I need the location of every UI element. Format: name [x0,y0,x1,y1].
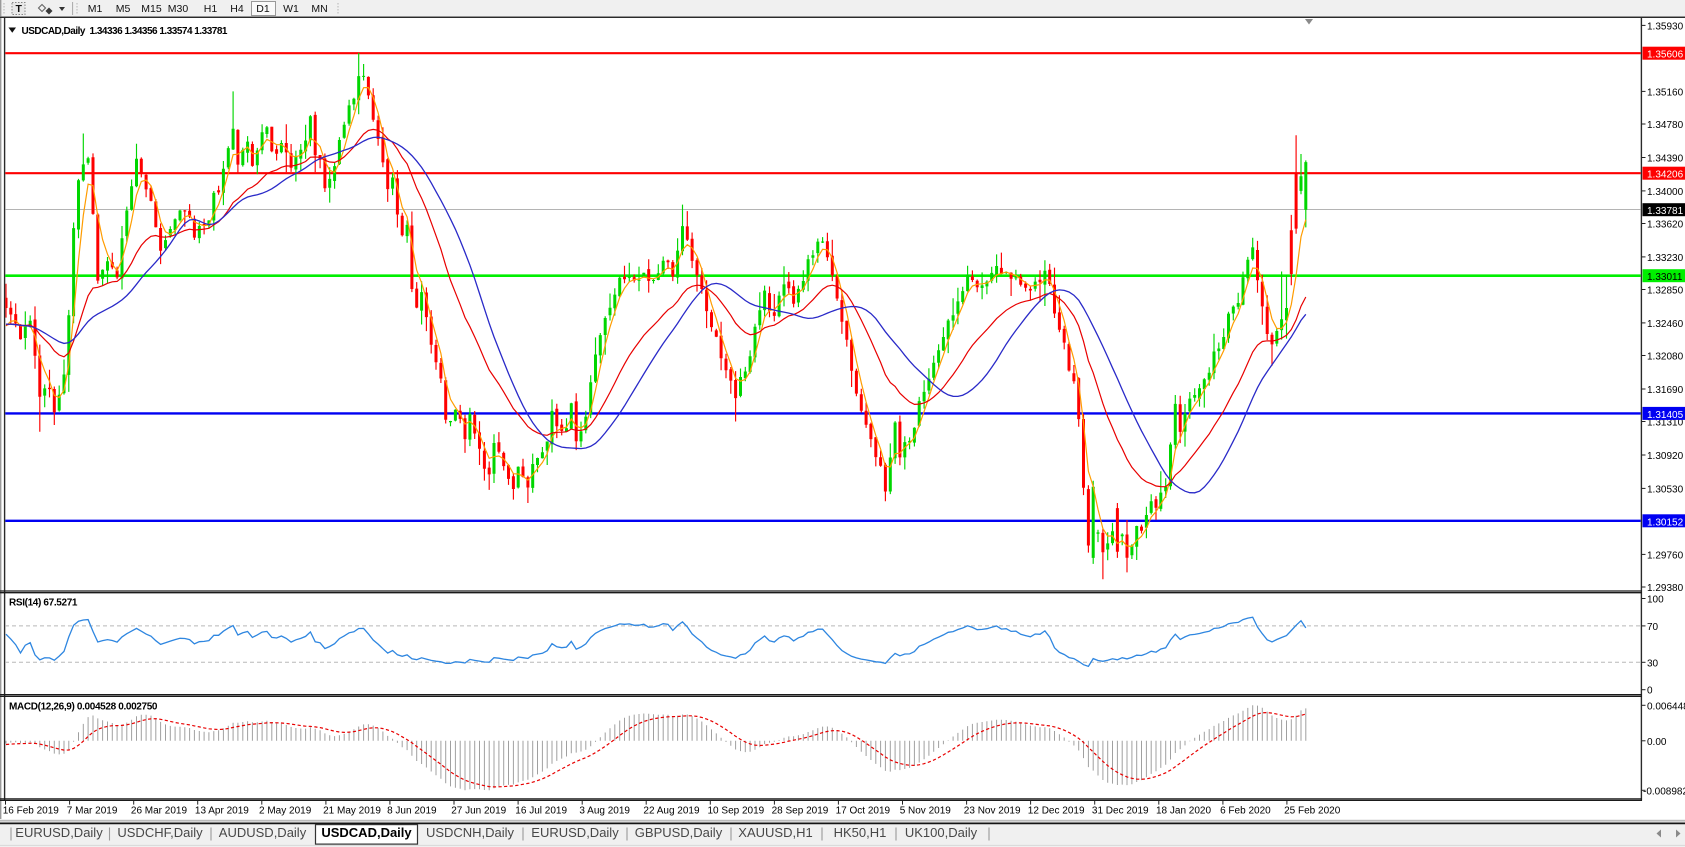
svg-text:-0.008982: -0.008982 [1643,786,1685,797]
svg-text:25 Feb 2020: 25 Feb 2020 [1284,806,1341,817]
svg-text:D1: D1 [256,3,270,15]
svg-text:22 Aug 2019: 22 Aug 2019 [643,806,700,817]
svg-text:12 Dec 2019: 12 Dec 2019 [1028,806,1085,817]
svg-text:0.006448: 0.006448 [1647,701,1685,712]
svg-text:M30: M30 [168,3,189,15]
svg-text:1.35930: 1.35930 [1647,21,1684,32]
svg-text:21 May 2019: 21 May 2019 [323,806,381,817]
svg-text:T: T [16,3,23,15]
svg-text:M15: M15 [141,3,162,15]
svg-text:EURUSD,Daily: EURUSD,Daily [531,825,619,840]
svg-text:1.34390: 1.34390 [1647,154,1684,165]
svg-text:XAUUSD,H1: XAUUSD,H1 [738,825,812,840]
svg-text:28 Sep 2019: 28 Sep 2019 [772,806,829,817]
svg-text:70: 70 [1647,622,1659,633]
svg-text:17 Oct 2019: 17 Oct 2019 [836,806,891,817]
svg-text:100: 100 [1647,595,1664,606]
svg-text:1.33011: 1.33011 [1647,272,1683,283]
svg-text:13 Apr 2019: 13 Apr 2019 [195,806,249,817]
svg-text:USDCNH,Daily: USDCNH,Daily [426,825,515,840]
svg-text:1.31310: 1.31310 [1647,418,1684,429]
svg-text:HK50,H1: HK50,H1 [834,825,887,840]
svg-text:0.00: 0.00 [1647,737,1667,748]
svg-text:MN: MN [311,3,327,15]
svg-text:RSI(14) 67.5271: RSI(14) 67.5271 [9,598,78,609]
svg-text:1.31405: 1.31405 [1647,410,1684,421]
svg-text:1.34206: 1.34206 [1647,170,1684,181]
svg-text:8 Jun 2019: 8 Jun 2019 [387,806,437,817]
svg-text:5 Nov 2019: 5 Nov 2019 [900,806,952,817]
svg-text:1.32080: 1.32080 [1647,352,1684,363]
svg-text:1.32850: 1.32850 [1647,286,1684,297]
svg-text:30: 30 [1647,658,1659,669]
svg-text:M1: M1 [88,3,103,15]
svg-text:EURUSD,Daily: EURUSD,Daily [15,825,103,840]
svg-text:1.32460: 1.32460 [1647,319,1684,330]
svg-text:2 May 2019: 2 May 2019 [259,806,312,817]
svg-text:10 Sep 2019: 10 Sep 2019 [708,806,765,817]
svg-text:7 Mar 2019: 7 Mar 2019 [67,806,118,817]
svg-text:1.33781: 1.33781 [1647,206,1684,217]
svg-text:6 Feb 2020: 6 Feb 2020 [1220,806,1271,817]
svg-text:AUDUSD,Daily: AUDUSD,Daily [219,825,307,840]
svg-text:16 Jul 2019: 16 Jul 2019 [515,806,567,817]
svg-text:USDCAD,Daily: USDCAD,Daily [321,825,412,840]
svg-text:1.33230: 1.33230 [1647,253,1684,264]
svg-text:1.29760: 1.29760 [1647,550,1684,561]
svg-text:M5: M5 [116,3,131,15]
svg-text:31 Dec 2019: 31 Dec 2019 [1092,806,1149,817]
svg-text:1.30920: 1.30920 [1647,451,1684,462]
svg-text:W1: W1 [283,3,299,15]
svg-text:USDCAD,Daily 1.34336 1.34356: USDCAD,Daily 1.34336 1.34356 1.33574 1.3… [22,26,228,37]
svg-text:H4: H4 [230,3,244,15]
svg-text:16 Feb 2019: 16 Feb 2019 [3,806,60,817]
svg-text:1.35606: 1.35606 [1647,50,1684,61]
svg-text:3 Aug 2019: 3 Aug 2019 [579,806,630,817]
svg-text:H1: H1 [204,3,218,15]
svg-text:1.30152: 1.30152 [1647,517,1684,528]
svg-text:MACD(12,26,9) 0.004528 0.00275: MACD(12,26,9) 0.004528 0.002750 [9,702,158,713]
svg-text:1.35160: 1.35160 [1647,87,1684,98]
svg-text:23 Nov 2019: 23 Nov 2019 [964,806,1021,817]
svg-text:1.31690: 1.31690 [1647,385,1684,396]
svg-text:18 Jan 2020: 18 Jan 2020 [1156,806,1211,817]
svg-text:1.34780: 1.34780 [1647,120,1684,131]
svg-text:1.33620: 1.33620 [1647,220,1684,231]
svg-text:0: 0 [1647,686,1653,697]
svg-text:27 Jun 2019: 27 Jun 2019 [451,806,506,817]
svg-text:1.30530: 1.30530 [1647,484,1684,495]
svg-text:USDCHF,Daily: USDCHF,Daily [117,825,203,840]
svg-text:UK100,Daily: UK100,Daily [905,825,978,840]
svg-text:1.34000: 1.34000 [1647,187,1684,198]
svg-text:GBPUSD,Daily: GBPUSD,Daily [635,825,723,840]
svg-text:1.29380: 1.29380 [1647,583,1684,594]
svg-text:26 Mar 2019: 26 Mar 2019 [131,806,188,817]
